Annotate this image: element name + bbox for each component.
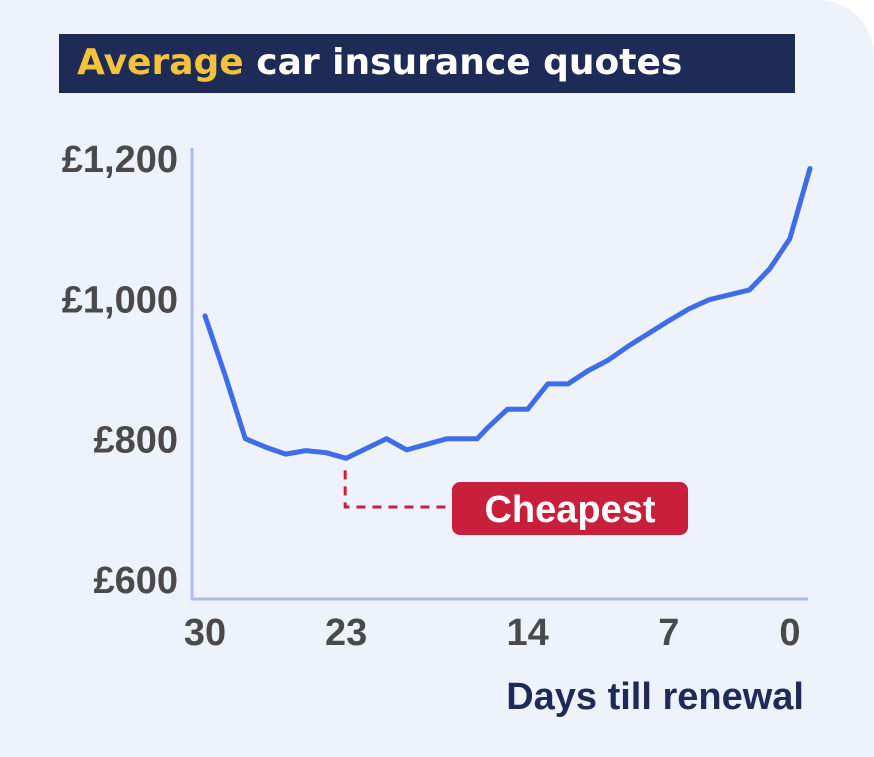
chart-title: Average car insurance quotes xyxy=(77,34,682,93)
x-axis-label: Days till renewal xyxy=(506,676,804,718)
title-banner xyxy=(59,34,795,93)
y-tick-label: £1,200 xyxy=(62,139,178,181)
x-tick-label: 0 xyxy=(779,612,800,654)
x-tick-label: 30 xyxy=(184,612,226,654)
x-tick-label: 7 xyxy=(658,612,679,654)
annotation-label: Cheapest xyxy=(484,489,655,531)
x-tick-label: 14 xyxy=(507,612,549,654)
y-tick-label: £1,000 xyxy=(62,279,178,321)
title-highlight: Average xyxy=(77,42,244,83)
y-tick-label: £800 xyxy=(93,420,178,462)
annotation-leader-line xyxy=(343,470,452,509)
title-rest: car insurance quotes xyxy=(243,42,683,83)
annotation-badge xyxy=(452,482,688,535)
x-tick-label: 23 xyxy=(325,612,367,654)
series-line xyxy=(202,166,813,461)
y-tick-label: £600 xyxy=(93,560,178,602)
